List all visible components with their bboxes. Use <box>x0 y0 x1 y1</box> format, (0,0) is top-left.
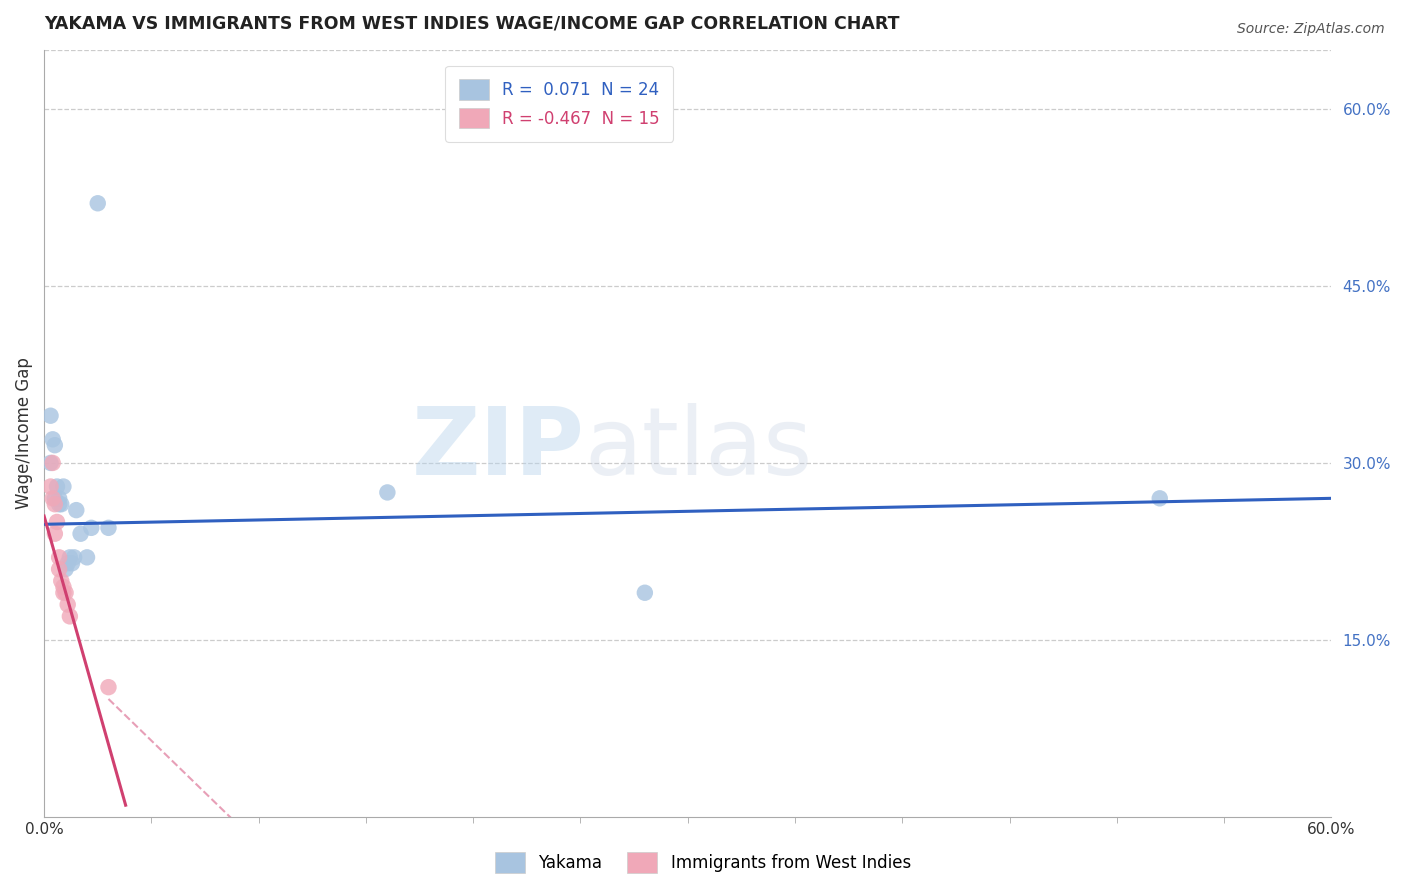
Y-axis label: Wage/Income Gap: Wage/Income Gap <box>15 358 32 509</box>
Text: ZIP: ZIP <box>412 403 585 495</box>
Point <box>44 438 66 452</box>
Point <box>87 196 110 211</box>
Point <box>60 556 83 570</box>
Point <box>39 409 62 423</box>
Point <box>41 456 63 470</box>
Point <box>48 497 70 511</box>
Point <box>97 521 120 535</box>
Point <box>52 586 75 600</box>
Point <box>69 526 91 541</box>
Point <box>46 515 69 529</box>
Point <box>44 497 66 511</box>
Point <box>377 485 399 500</box>
Point <box>51 497 73 511</box>
Point <box>39 456 62 470</box>
Point <box>55 562 77 576</box>
Legend: Yakama, Immigrants from West Indies: Yakama, Immigrants from West Indies <box>488 846 918 880</box>
Point <box>44 491 66 506</box>
Point <box>46 479 69 493</box>
Point <box>1149 491 1171 506</box>
Point <box>56 598 79 612</box>
Text: YAKAMA VS IMMIGRANTS FROM WEST INDIES WAGE/INCOME GAP CORRELATION CHART: YAKAMA VS IMMIGRANTS FROM WEST INDIES WA… <box>44 15 900 33</box>
Point <box>52 580 75 594</box>
Point <box>76 550 98 565</box>
Point <box>41 433 63 447</box>
Text: atlas: atlas <box>585 403 813 495</box>
Point <box>41 491 63 506</box>
Point <box>65 503 87 517</box>
Legend: R =  0.071  N = 24, R = -0.467  N = 15: R = 0.071 N = 24, R = -0.467 N = 15 <box>446 66 673 142</box>
Text: Source: ZipAtlas.com: Source: ZipAtlas.com <box>1237 22 1385 37</box>
Point <box>52 479 75 493</box>
Point <box>59 550 82 565</box>
Point <box>56 556 79 570</box>
Point <box>39 479 62 493</box>
Point <box>51 574 73 588</box>
Point <box>97 680 120 694</box>
Point <box>59 609 82 624</box>
Point <box>55 586 77 600</box>
Point <box>80 521 103 535</box>
Point <box>44 526 66 541</box>
Point <box>63 550 86 565</box>
Point <box>48 550 70 565</box>
Point <box>48 562 70 576</box>
Point <box>634 586 657 600</box>
Point <box>48 491 70 506</box>
